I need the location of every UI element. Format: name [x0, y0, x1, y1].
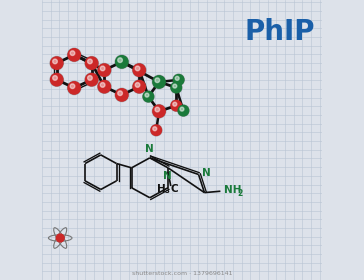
- Text: N: N: [202, 168, 211, 178]
- Circle shape: [115, 88, 128, 102]
- Circle shape: [68, 49, 80, 61]
- Circle shape: [51, 74, 63, 86]
- Text: shutterstock.com · 1379696141: shutterstock.com · 1379696141: [132, 271, 232, 276]
- Circle shape: [116, 56, 128, 68]
- Circle shape: [118, 58, 122, 62]
- Circle shape: [153, 76, 165, 88]
- Circle shape: [173, 74, 184, 85]
- Circle shape: [135, 83, 140, 87]
- Circle shape: [86, 74, 98, 86]
- Circle shape: [173, 102, 177, 106]
- Circle shape: [145, 93, 149, 97]
- Circle shape: [133, 81, 146, 93]
- Circle shape: [68, 82, 80, 94]
- Circle shape: [50, 57, 63, 70]
- Circle shape: [143, 91, 154, 102]
- Circle shape: [173, 84, 177, 88]
- Circle shape: [68, 81, 81, 95]
- Circle shape: [153, 105, 166, 118]
- Circle shape: [98, 81, 111, 93]
- Circle shape: [116, 89, 128, 101]
- Circle shape: [153, 75, 166, 88]
- Circle shape: [151, 125, 162, 136]
- Circle shape: [85, 73, 98, 86]
- Circle shape: [98, 64, 111, 76]
- Circle shape: [100, 83, 105, 87]
- Circle shape: [175, 76, 179, 80]
- Circle shape: [171, 100, 182, 111]
- Text: H: H: [158, 184, 166, 194]
- Circle shape: [98, 80, 111, 93]
- Circle shape: [178, 105, 189, 116]
- Circle shape: [153, 105, 165, 117]
- Text: C: C: [170, 184, 178, 194]
- Circle shape: [56, 234, 64, 242]
- Text: 2: 2: [237, 189, 243, 198]
- Circle shape: [85, 57, 98, 70]
- Circle shape: [51, 57, 63, 69]
- Circle shape: [100, 66, 105, 71]
- Circle shape: [88, 76, 92, 80]
- Text: 3: 3: [165, 188, 170, 194]
- Circle shape: [70, 51, 75, 55]
- Circle shape: [171, 82, 182, 93]
- Circle shape: [171, 101, 182, 111]
- Circle shape: [50, 73, 63, 86]
- Circle shape: [180, 107, 184, 111]
- Circle shape: [135, 66, 140, 71]
- Circle shape: [86, 57, 98, 69]
- Circle shape: [118, 91, 122, 95]
- Circle shape: [133, 64, 146, 76]
- Circle shape: [155, 78, 160, 83]
- Circle shape: [178, 105, 189, 116]
- Circle shape: [88, 59, 92, 64]
- Circle shape: [53, 76, 58, 80]
- Circle shape: [151, 125, 162, 136]
- Circle shape: [53, 59, 58, 64]
- Circle shape: [153, 127, 157, 131]
- Circle shape: [115, 55, 128, 69]
- Circle shape: [68, 48, 81, 62]
- Text: PhIP: PhIP: [245, 18, 315, 46]
- Circle shape: [132, 64, 146, 77]
- Circle shape: [173, 74, 184, 85]
- Circle shape: [98, 64, 111, 77]
- Circle shape: [143, 91, 154, 102]
- Circle shape: [155, 107, 160, 112]
- Circle shape: [171, 82, 182, 93]
- Text: N: N: [163, 171, 172, 181]
- Circle shape: [70, 84, 75, 88]
- Text: N: N: [146, 144, 154, 154]
- Text: NH: NH: [224, 185, 242, 195]
- Circle shape: [132, 80, 146, 93]
